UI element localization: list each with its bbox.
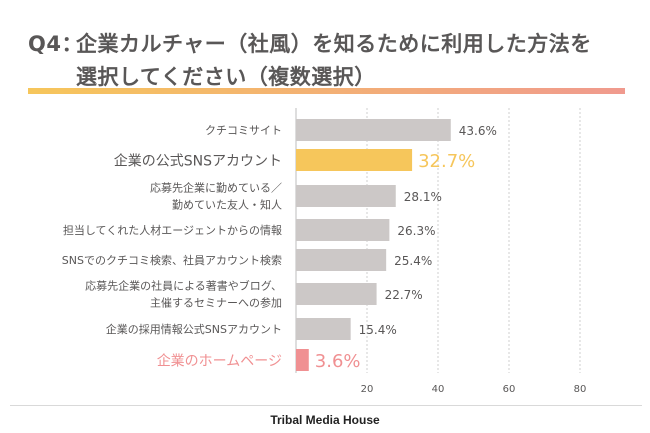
footer-divider <box>10 405 642 406</box>
bar <box>296 219 390 241</box>
value-label: 32.7% <box>418 151 475 172</box>
bar <box>296 185 396 207</box>
title-line-2: 選択してください（複数選択） <box>76 65 376 89</box>
title-line-1: 企業カルチャー（社風）を知るために利用した方法を <box>76 32 592 56</box>
value-label: 15.4% <box>359 323 397 337</box>
category-label: 勤めていた友人・知人 <box>172 198 282 212</box>
value-label: 25.4% <box>394 254 432 268</box>
category-label: 応募先企業に勤めている／ <box>150 181 282 195</box>
x-tick-label: 40 <box>432 384 445 395</box>
bar <box>296 283 377 305</box>
category-label: 担当してくれた人材エージェントからの情報 <box>63 223 282 237</box>
category-label: 企業のホームページ <box>157 352 282 369</box>
value-label: 26.3% <box>397 224 435 238</box>
category-label: SNSでのクチコミ検索、社員アカウント検索 <box>62 253 282 267</box>
category-label: 企業の採用情報公式SNSアカウント <box>106 322 282 336</box>
bar <box>296 249 387 271</box>
chart-title: Q4：企業カルチャー（社風）を知るために利用した方法を 選択してください（複数選… <box>28 28 592 94</box>
x-tick-label: 60 <box>503 384 516 395</box>
value-label: 28.1% <box>404 190 442 204</box>
title-prefix: Q4： <box>28 32 83 56</box>
x-tick-label: 80 <box>574 384 587 395</box>
category-label: 企業の公式SNSアカウント <box>114 152 282 169</box>
bar <box>296 119 451 141</box>
value-label: 3.6% <box>315 351 361 372</box>
category-label: 応募先企業の社員による著書やブログ、 <box>85 279 282 293</box>
brand-logo: Tribal Media House <box>270 413 380 427</box>
category-label: クチコミサイト <box>205 124 282 137</box>
value-label: 22.7% <box>385 288 423 302</box>
bar <box>296 318 351 340</box>
bar <box>296 349 309 371</box>
category-label: 主催するセミナーへの参加 <box>150 296 282 310</box>
value-label: 43.6% <box>459 124 497 138</box>
x-tick-label: 20 <box>361 384 374 395</box>
title-underline <box>28 88 625 94</box>
bar <box>296 149 413 171</box>
